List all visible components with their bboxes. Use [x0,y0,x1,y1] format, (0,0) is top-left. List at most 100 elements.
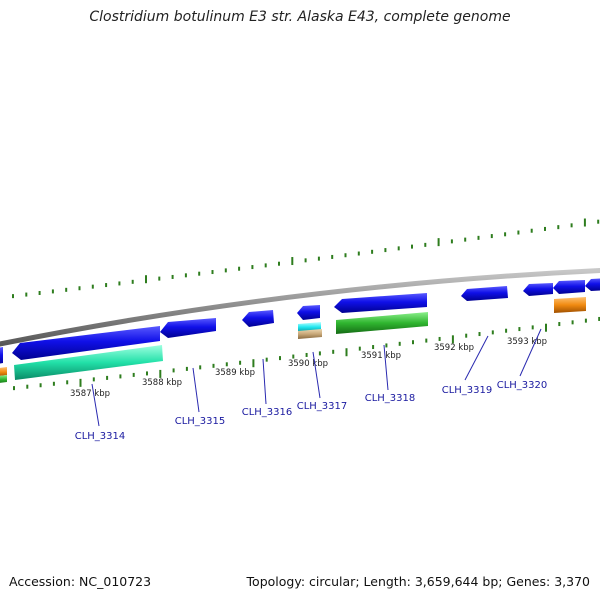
gene-arrow[interactable] [553,280,585,294]
tick-mark [531,325,534,330]
topology-label: Topology: [246,574,306,589]
tick-mark [184,273,187,278]
gene-block[interactable] [14,345,163,380]
tick-mark [92,377,95,382]
gene-arrow[interactable] [334,293,427,313]
tick-mark [491,330,494,335]
gene-leader-line [192,367,200,413]
tick-mark [425,338,428,343]
tick-mark [91,284,94,289]
kbp-label-group: 3587 kbp 3588 kbp 3589 kbp 3590 kbp 3591 kbp… [70,337,547,399]
reverse-strand-genes [0,297,586,384]
tick-mark [12,294,14,299]
gene-leader-line [383,344,389,391]
tick-mark [451,335,454,344]
tick-mark [118,281,121,286]
genes-label: Genes: [506,574,551,589]
tick-mark [279,356,281,361]
gene-block[interactable] [0,375,7,384]
tick-mark [505,328,508,333]
gene-arrow[interactable] [461,286,508,301]
tick-mark [172,368,175,373]
gene-block[interactable] [336,312,428,334]
tick-mark [412,340,414,345]
gene-block[interactable] [0,367,7,377]
kbp-tick-label: 3590 kbp [288,359,328,369]
tick-mark [344,253,347,258]
tick-mark [212,363,215,368]
tick-mark [437,238,440,247]
tick-mark [345,348,348,357]
tick-mark [26,384,29,389]
tick-mark [278,261,280,266]
tick-mark [264,263,267,268]
tick-mark [545,323,547,332]
gene-block[interactable] [298,329,322,339]
gene-label-clh_3318[interactable]: CLH_3318 [365,393,416,404]
tick-mark [517,230,520,235]
gene-arrow[interactable] [523,283,553,296]
tick-mark [385,343,388,348]
gene-label-clh_3317[interactable]: CLH_3317 [297,401,348,412]
gene-block[interactable] [554,297,586,313]
tick-mark [265,357,268,362]
accession-value: NC_010723 [79,574,152,589]
gene-arrow[interactable] [12,326,160,360]
tick-mark [52,381,55,386]
kbp-tick-label: 3589 kbp [215,368,255,378]
tick-mark [465,333,468,338]
tick-mark [583,218,586,227]
tick-mark [544,226,546,231]
tick-mark [530,228,533,233]
tick-mark [598,316,600,321]
gene-block[interactable] [298,322,321,332]
tick-mark [251,265,254,270]
gene-arrow[interactable] [0,347,3,365]
tick-mark [105,283,108,288]
tick-mark [332,349,335,354]
tick-mark [478,332,481,337]
kbp-tick-label: 3591 kbp [361,351,401,361]
accession-label: Accession: [9,574,76,589]
tick-mark [384,248,387,253]
length-value: 3,659,644 bp [414,574,499,589]
gene-label-clh_3314[interactable]: CLH_3314 [75,431,126,442]
inner-tick-track [13,316,600,391]
tick-mark [146,371,148,376]
tick-mark [106,375,109,380]
gene-leader-line [91,383,100,427]
gene-leader-line [519,328,542,377]
tick-mark [450,239,453,244]
tick-mark [38,290,41,295]
tick-mark [518,327,521,332]
gene-label-clh_3320[interactable]: CLH_3320 [497,380,548,391]
tick-mark [238,266,241,271]
genome-backbone [0,267,600,347]
genes-value: 3,370 [554,574,590,589]
tick-mark [358,346,361,351]
tick-mark [225,362,228,367]
tick-mark [371,249,374,254]
gene-arrow[interactable] [297,305,320,320]
tick-mark [292,354,295,359]
tick-mark [331,254,334,259]
tick-mark [78,286,81,291]
tick-mark [372,345,375,350]
gene-label-clh_3316[interactable]: CLH_3316 [242,407,293,418]
page-title: Clostridium botulinum E3 str. Alaska E43… [89,9,511,25]
tick-mark [490,234,493,239]
gene-label-clh_3315[interactable]: CLH_3315 [175,416,226,427]
tick-mark [398,341,401,346]
tick-mark [438,336,441,341]
gene-arrow[interactable] [585,278,600,291]
gene-label-clh_3319[interactable]: CLH_3319 [442,385,493,396]
tick-mark [411,244,413,249]
tick-mark [305,352,308,357]
tick-mark [39,383,42,388]
tick-mark [51,289,54,294]
gene-arrow[interactable] [160,318,216,338]
forward-strand-genes [0,278,600,365]
gene-arrow[interactable] [242,310,274,327]
tick-mark [464,237,467,242]
